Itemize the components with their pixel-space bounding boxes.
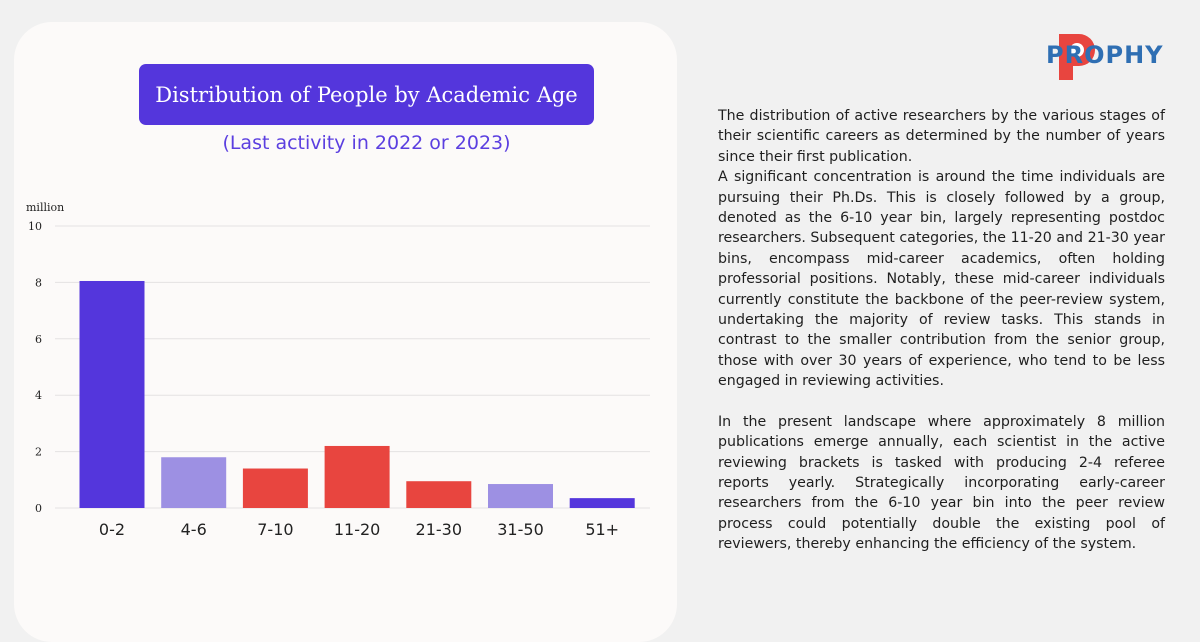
y-tick-label: 2 xyxy=(35,446,42,459)
paragraph-1: The distribution of active researchers b… xyxy=(718,108,1165,165)
bar xyxy=(242,468,308,508)
brand-name: PROPHY xyxy=(1046,41,1164,69)
y-tick-label: 10 xyxy=(28,220,42,233)
bar-chart: million 0 2 4 6 8 10 0-2 4-6 7-10 11-20 21-30 31-50 5… xyxy=(26,201,650,539)
chart-title: Distribution of People by Academic Age xyxy=(155,82,578,107)
bar xyxy=(324,445,390,508)
bar xyxy=(161,457,227,508)
x-tick-label: 21-30 xyxy=(416,520,463,539)
x-tick-label: 31-50 xyxy=(497,520,544,539)
x-tick-label: 11-20 xyxy=(334,520,381,539)
description-text: The distribution of active researchers b… xyxy=(718,106,1165,555)
y-tick-label: 4 xyxy=(35,389,42,402)
bar xyxy=(488,484,553,508)
prophy-logo-icon xyxy=(1059,34,1095,80)
bar xyxy=(406,481,472,508)
y-unit-label: million xyxy=(26,201,64,214)
y-tick-label: 6 xyxy=(35,333,42,346)
x-tick-label: 51+ xyxy=(585,520,619,539)
x-tick-label: 4-6 xyxy=(181,520,207,539)
y-tick-label: 8 xyxy=(35,276,42,289)
bar xyxy=(79,280,145,508)
chart-title-box: Distribution of People by Academic Age xyxy=(139,64,594,125)
x-tick-label: 0-2 xyxy=(99,520,125,539)
chart-subtitle: (Last activity in 2022 or 2023) xyxy=(222,132,511,154)
paragraph-2: A significant concentration is around th… xyxy=(718,169,1165,390)
x-tick-label: 7-10 xyxy=(257,520,293,539)
paragraph-3: In the present landscape where approxima… xyxy=(718,413,1165,553)
bar xyxy=(569,498,635,508)
y-tick-label: 0 xyxy=(35,502,42,515)
